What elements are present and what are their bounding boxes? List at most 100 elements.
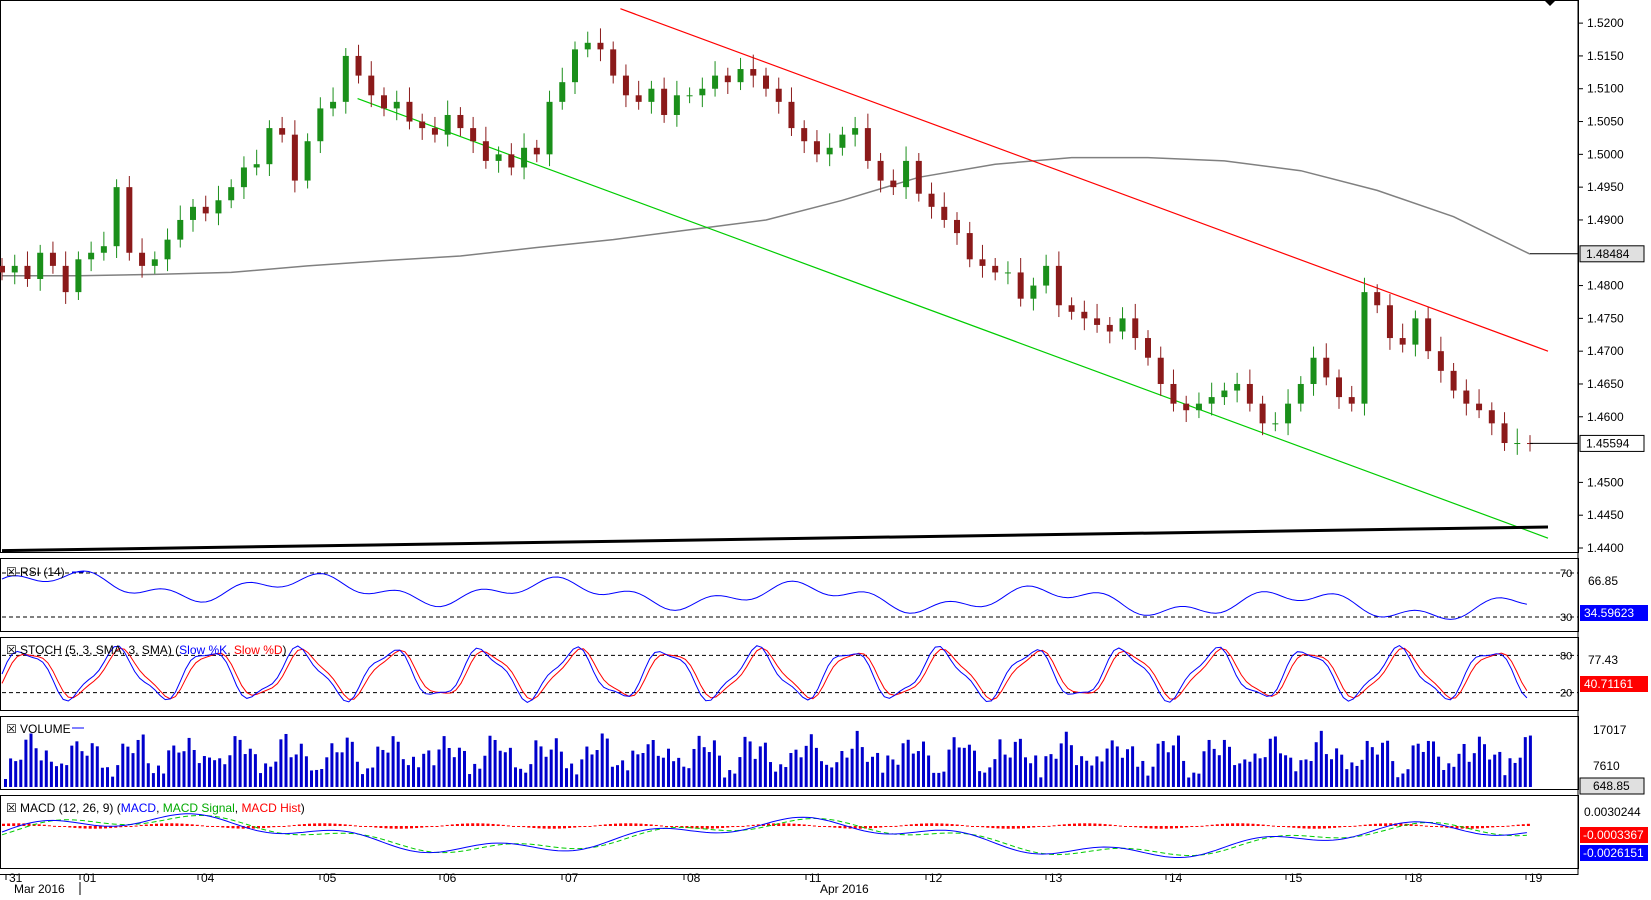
candle xyxy=(1043,254,1050,294)
volume-bar xyxy=(840,751,844,787)
volume-bar xyxy=(1447,763,1451,787)
candle xyxy=(712,61,719,97)
macd-hist-bar xyxy=(767,823,770,826)
volume-bar xyxy=(381,749,385,787)
macd-hist-box xyxy=(1580,827,1648,843)
volume-bar xyxy=(554,738,558,787)
volume-bar xyxy=(9,758,13,787)
macd-hist-bar xyxy=(1526,823,1530,826)
volume-bar xyxy=(177,752,181,787)
macd-hist-bar xyxy=(690,826,694,829)
volume-bar xyxy=(483,755,487,787)
candle-body xyxy=(482,141,489,161)
stoch-toggle-icon[interactable]: ☒ xyxy=(6,643,17,657)
volume-bar xyxy=(131,753,135,787)
macd-tick-label: 0.0030244 xyxy=(1584,805,1641,819)
rsi-toggle-icon[interactable]: ☒ xyxy=(6,565,17,579)
candle-body xyxy=(1488,410,1495,424)
rsi-label: RSI (14) xyxy=(20,565,65,579)
macd-hist-bar xyxy=(27,823,31,826)
volume-bar xyxy=(478,768,482,787)
volume-bar xyxy=(1059,743,1063,787)
candle xyxy=(1488,402,1495,436)
volume-panel-frame xyxy=(0,716,1579,790)
stoch-current-box xyxy=(1580,676,1648,692)
candle xyxy=(1259,395,1266,436)
volume-bar xyxy=(1044,756,1048,787)
volume-bar xyxy=(845,757,849,787)
candle-body xyxy=(1374,292,1381,306)
volume-bar xyxy=(1279,753,1282,787)
macd-hist-bar xyxy=(1241,823,1245,826)
macd-hist-bar xyxy=(1256,824,1260,826)
volume-bar xyxy=(1258,758,1262,787)
macd-hist-bar xyxy=(1419,825,1423,827)
macd-hist-bar xyxy=(241,826,245,829)
scroll-marker-icon[interactable] xyxy=(1544,0,1556,6)
volume-bar xyxy=(106,767,109,787)
candle xyxy=(877,153,884,193)
macd-hist-bar xyxy=(629,823,633,826)
candle-body xyxy=(788,101,795,129)
candle-body xyxy=(457,114,464,129)
macd-hist-bar xyxy=(328,823,332,826)
candle xyxy=(572,41,578,94)
volume-bar xyxy=(228,755,232,787)
candle xyxy=(826,133,833,167)
macd-hist-bar xyxy=(404,826,408,829)
rsi-current-label: 34.59623 xyxy=(1584,606,1634,620)
candle-body xyxy=(1285,403,1292,424)
volume-bar xyxy=(14,761,18,787)
volume-bar xyxy=(570,763,574,787)
rsi-panel-frame xyxy=(0,558,1579,632)
volume-bar xyxy=(412,756,415,787)
volume-bar xyxy=(320,769,324,787)
macd-hist-bar xyxy=(904,824,908,826)
macd-hist-bar xyxy=(190,824,194,826)
macd-hist-bar xyxy=(608,823,612,826)
macd-hist-bar xyxy=(527,826,531,828)
macd-hist-bar xyxy=(226,826,230,828)
volume-toggle-icon[interactable]: ☒ xyxy=(6,722,17,736)
time-tick-label: 19 xyxy=(1529,871,1543,885)
stoch-current-label: 40.71161 xyxy=(1584,677,1633,691)
macd-hist-bar xyxy=(649,824,653,826)
macd-hist-bar xyxy=(455,824,459,826)
price-tick-label: 1.4400 xyxy=(1587,541,1624,555)
rsi-line xyxy=(1,570,1528,620)
macd-hist-bar xyxy=(394,826,398,829)
macd-toggle-icon[interactable]: ☒ xyxy=(6,801,17,815)
candle-body xyxy=(737,69,744,83)
price-tick-label: 1.5150 xyxy=(1587,49,1624,63)
macd-hist-bar xyxy=(486,823,490,826)
candle-body xyxy=(1425,318,1432,352)
macd-hist-bar xyxy=(333,823,337,826)
macd-hist-bar xyxy=(1195,826,1199,827)
volume-bar xyxy=(1029,763,1033,787)
volume-bar xyxy=(580,759,584,787)
volume-bar xyxy=(1518,757,1522,787)
macd-hist-bar xyxy=(1440,826,1444,828)
volume-bar xyxy=(595,750,599,787)
volume-bar xyxy=(1263,757,1267,787)
volume-bar xyxy=(1319,730,1323,787)
volume-bar xyxy=(325,757,329,787)
macd-hist-bar xyxy=(496,824,500,826)
candle-body xyxy=(1476,403,1483,411)
stoch-d-label: Slow %D xyxy=(234,643,283,657)
macd-hist-bar xyxy=(1343,826,1347,827)
volume-bar xyxy=(488,735,492,787)
macd-hist-bar xyxy=(1083,823,1087,826)
macd-hist-bar xyxy=(1358,825,1362,827)
candle xyxy=(1017,258,1024,307)
candle xyxy=(62,251,69,304)
candle-body xyxy=(304,141,311,181)
volume-tick-label: 17017 xyxy=(1593,723,1627,737)
volume-tick-label: 7610 xyxy=(1593,759,1620,773)
macd-hist-bar xyxy=(292,824,296,826)
macd-hist-bar xyxy=(1292,826,1296,828)
candle xyxy=(775,77,782,114)
rsi-current-box xyxy=(1580,605,1648,621)
macd-hist-bar xyxy=(17,823,21,826)
macd-hist-bar xyxy=(200,825,204,827)
